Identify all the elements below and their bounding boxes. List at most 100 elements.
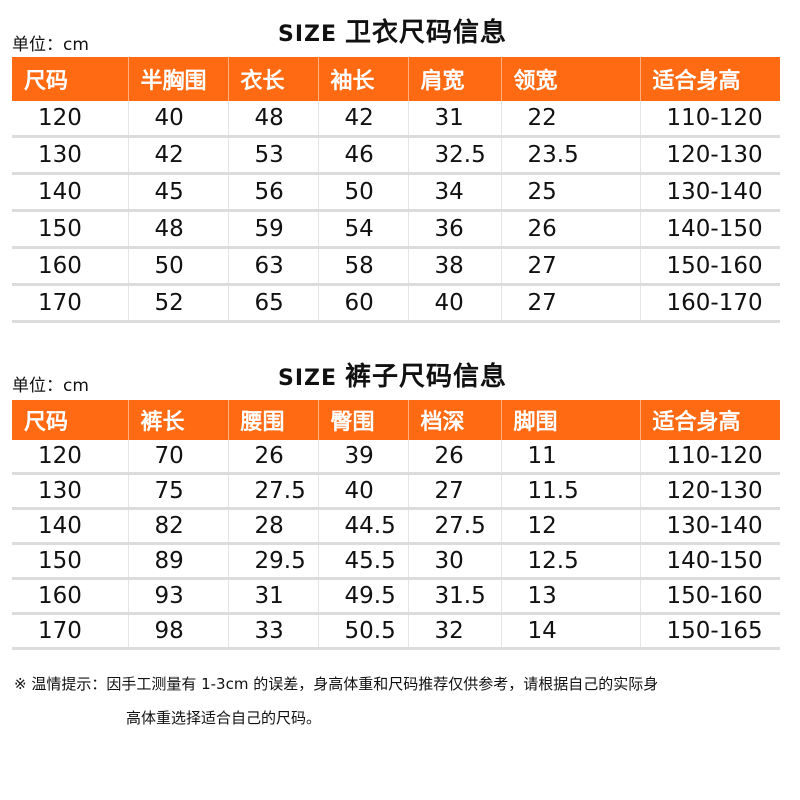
hoodie-title-text: 卫衣尺码信息 — [345, 18, 508, 48]
table-cell: 98 — [127, 613, 228, 650]
table-cell: 38 — [407, 247, 501, 286]
table-row: 160 50 63 58 38 27 150-160 — [12, 247, 780, 286]
column-header: 尺码 — [12, 57, 128, 101]
table-cell: 170 — [12, 613, 128, 650]
table-cell: 130-140 — [639, 173, 780, 212]
table-cell: 27 — [407, 473, 501, 510]
table-row: 120 70 26 39 26 11 110-120 — [12, 440, 780, 475]
table-cell: 27.5 — [227, 473, 318, 510]
table-cell: 52 — [127, 284, 228, 323]
table-cell: 30 — [407, 543, 501, 580]
table-cell: 82 — [127, 508, 228, 545]
table-row: 120 40 48 42 31 22 110-120 — [12, 101, 780, 138]
table-cell: 120 — [12, 101, 128, 138]
column-header: 领宽 — [500, 57, 640, 101]
table-cell: 160 — [12, 247, 128, 286]
column-header: 袖长 — [317, 57, 408, 101]
table-row: 170 52 65 60 40 27 160-170 — [12, 284, 780, 323]
table-cell: 27.5 — [407, 508, 501, 545]
table-cell: 53 — [227, 136, 318, 175]
table-cell: 34 — [407, 173, 501, 212]
table-cell: 120 — [12, 440, 128, 475]
table-cell: 140-150 — [639, 210, 780, 249]
table-cell: 150-160 — [639, 247, 780, 286]
table-cell: 40 — [407, 284, 501, 323]
table-cell: 50.5 — [317, 613, 408, 650]
table-cell: 33 — [227, 613, 318, 650]
column-header: 裤长 — [127, 400, 228, 440]
table-cell: 45.5 — [317, 543, 408, 580]
table-cell: 29.5 — [227, 543, 318, 580]
table-cell: 120-130 — [639, 473, 780, 510]
size-label: SIZE — [278, 366, 338, 391]
table-cell: 56 — [227, 173, 318, 212]
table-cell: 160-170 — [639, 284, 780, 323]
column-header: 适合身高 — [639, 57, 780, 101]
table-cell: 28 — [227, 508, 318, 545]
note-line-2: 高体重选择适合自己的尺码。 — [126, 709, 322, 727]
column-header: 臀围 — [317, 400, 408, 440]
table-cell: 140-150 — [639, 543, 780, 580]
table-cell: 150 — [12, 543, 128, 580]
table-cell: 110-120 — [639, 440, 780, 475]
table-cell: 48 — [127, 210, 228, 249]
table-cell: 44.5 — [317, 508, 408, 545]
table-row: 140 45 56 50 34 25 130-140 — [12, 173, 780, 212]
table-cell: 59 — [227, 210, 318, 249]
header-row: 尺码 半胸围 衣长 袖长 肩宽 领宽 适合身高 — [12, 57, 780, 101]
table-cell: 14 — [500, 613, 640, 650]
table-cell: 39 — [317, 440, 408, 475]
table-cell: 49.5 — [317, 578, 408, 615]
pants-title-text: 裤子尺码信息 — [345, 362, 508, 392]
table-cell: 93 — [127, 578, 228, 615]
table-cell: 26 — [227, 440, 318, 475]
table-cell: 150-160 — [639, 578, 780, 615]
table-row: 130 42 53 46 32.5 23.5 120-130 — [12, 136, 780, 175]
table-cell: 63 — [227, 247, 318, 286]
table-cell: 58 — [317, 247, 408, 286]
table-cell: 42 — [127, 136, 228, 175]
note-line-1: ※ 温情提示：因手工测量有 1-3cm 的误差，身高体重和尺码推荐仅供参考，请根… — [14, 675, 659, 693]
header-row: 尺码 裤长 腰围 臀围 档深 脚围 适合身高 — [12, 400, 780, 440]
column-header: 半胸围 — [127, 57, 228, 101]
table-cell: 12.5 — [500, 543, 640, 580]
table-cell: 23.5 — [500, 136, 640, 175]
table-cell: 11.5 — [500, 473, 640, 510]
table-cell: 13 — [500, 578, 640, 615]
table-cell: 27 — [500, 284, 640, 323]
table-cell: 130 — [12, 473, 128, 510]
table-row: 130 75 27.5 40 27 11.5 120-130 — [12, 473, 780, 510]
table-cell: 12 — [500, 508, 640, 545]
column-header: 档深 — [407, 400, 501, 440]
column-header: 适合身高 — [639, 400, 780, 440]
hoodie-size-table: 尺码 半胸围 衣长 袖长 肩宽 领宽 适合身高 120 40 48 42 31 22 110-120 130… — [12, 57, 780, 323]
table-cell: 150-165 — [639, 613, 780, 650]
table-cell: 40 — [317, 473, 408, 510]
hoodie-title: SIZE 卫衣尺码信息 — [278, 12, 507, 49]
table-cell: 120-130 — [639, 136, 780, 175]
table-cell: 130 — [12, 136, 128, 175]
table-cell: 70 — [127, 440, 228, 475]
table-cell: 50 — [127, 247, 228, 286]
table-cell: 150 — [12, 210, 128, 249]
table-cell: 50 — [317, 173, 408, 212]
column-header: 尺码 — [12, 400, 128, 440]
table-cell: 140 — [12, 508, 128, 545]
table-cell: 65 — [227, 284, 318, 323]
column-header: 肩宽 — [407, 57, 501, 101]
table-cell: 54 — [317, 210, 408, 249]
table-cell: 170 — [12, 284, 128, 323]
pants-unit-label: 单位：cm — [12, 376, 89, 396]
table-cell: 40 — [127, 101, 228, 138]
table-row: 160 93 31 49.5 31.5 13 150-160 — [12, 578, 780, 615]
table-cell: 25 — [500, 173, 640, 212]
table-cell: 110-120 — [639, 101, 780, 138]
table-cell: 31.5 — [407, 578, 501, 615]
table-cell: 27 — [500, 247, 640, 286]
table-cell: 32 — [407, 613, 501, 650]
table-row: 170 98 33 50.5 32 14 150-165 — [12, 613, 780, 650]
table-cell: 160 — [12, 578, 128, 615]
table-row: 150 48 59 54 36 26 140-150 — [12, 210, 780, 249]
hoodie-unit-label: 单位：cm — [12, 35, 89, 55]
table-cell: 130-140 — [639, 508, 780, 545]
